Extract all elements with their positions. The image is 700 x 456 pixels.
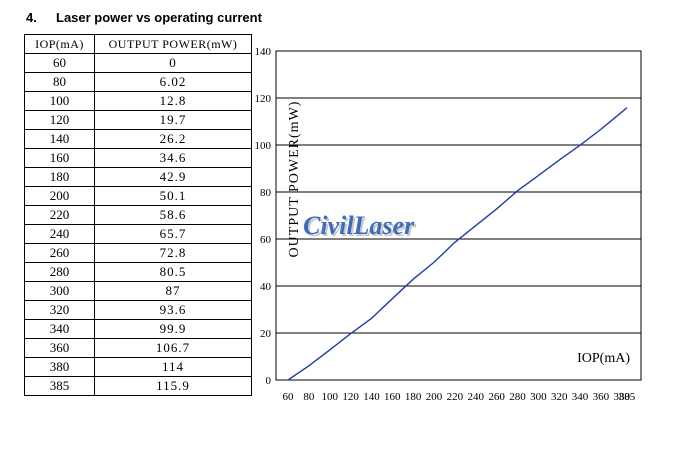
cell-iop: 385 bbox=[24, 376, 95, 396]
cell-iop: 160 bbox=[24, 148, 95, 168]
section-heading: 4. Laser power vs operating current bbox=[26, 10, 262, 25]
y-tick-label: 120 bbox=[255, 93, 272, 105]
x-tick-label: 320 bbox=[551, 391, 568, 403]
table-row: 340 99.9 bbox=[24, 319, 252, 339]
cell-iop: 260 bbox=[24, 243, 95, 263]
y-tick-label: 20 bbox=[260, 328, 272, 340]
x-tick-label: 360 bbox=[593, 391, 610, 403]
cell-output-power: 42.9 bbox=[94, 167, 252, 187]
column-header-output-power: OUTPUT POWER(mW) bbox=[94, 34, 252, 54]
table-row: 280 80.5 bbox=[24, 262, 252, 282]
x-tick-label: 220 bbox=[447, 391, 464, 403]
power-chart: 0 20 40 60 80 100 120 140 60 80 100 120 140 160 180 200… bbox=[243, 34, 655, 431]
cell-output-power: 87 bbox=[94, 281, 252, 301]
cell-output-power: 50.1 bbox=[94, 186, 252, 206]
table-row: 160 34.6 bbox=[24, 148, 252, 168]
series-line bbox=[287, 107, 628, 381]
table-row: 380 114 bbox=[24, 357, 252, 377]
cell-iop: 200 bbox=[24, 186, 95, 206]
y-tick-label: 0 bbox=[266, 375, 272, 387]
cell-iop: 240 bbox=[24, 224, 95, 244]
cell-iop: 340 bbox=[24, 319, 95, 339]
watermark-shadow: CivilLaser bbox=[305, 213, 417, 242]
x-tick-label: 120 bbox=[342, 391, 359, 403]
y-tick-label: 80 bbox=[260, 187, 272, 199]
x-tick-label: 385 bbox=[619, 391, 636, 403]
cell-output-power: 12.8 bbox=[94, 91, 252, 111]
table-row: 360 106.7 bbox=[24, 338, 252, 358]
cell-output-power: 93.6 bbox=[94, 300, 252, 320]
y-tick-label: 40 bbox=[260, 281, 272, 293]
cell-output-power: 99.9 bbox=[94, 319, 252, 339]
power-table: IOP(mA) OUTPUT POWER(mW) 60 0 80 6.02 100 12.… bbox=[24, 34, 252, 396]
y-axis-label: OUTPUT POWER(mW) bbox=[287, 101, 302, 258]
x-tick-label: 200 bbox=[426, 391, 443, 403]
cell-iop: 320 bbox=[24, 300, 95, 320]
cell-output-power: 34.6 bbox=[94, 148, 252, 168]
x-axis-label: IOP(mA) bbox=[577, 351, 630, 366]
cell-output-power: 114 bbox=[94, 357, 252, 377]
x-tick-label: 340 bbox=[572, 391, 589, 403]
cell-iop: 300 bbox=[24, 281, 95, 301]
table-row: 300 87 bbox=[24, 281, 252, 301]
x-tick-label: 280 bbox=[509, 391, 526, 403]
cell-output-power: 19.7 bbox=[94, 110, 252, 130]
cell-output-power: 6.02 bbox=[94, 72, 252, 92]
x-tick-label: 140 bbox=[363, 391, 380, 403]
table-row: 385 115.9 bbox=[24, 376, 252, 396]
cell-iop: 140 bbox=[24, 129, 95, 149]
x-tick-label: 160 bbox=[384, 391, 401, 403]
cell-output-power: 106.7 bbox=[94, 338, 252, 358]
cell-output-power: 58.6 bbox=[94, 205, 252, 225]
cell-output-power: 80.5 bbox=[94, 262, 252, 282]
table-row: 100 12.8 bbox=[24, 91, 252, 111]
x-tick-label: 80 bbox=[303, 391, 315, 403]
cell-iop: 280 bbox=[24, 262, 95, 282]
table-row: 320 93.6 bbox=[24, 300, 252, 320]
x-tick-label: 240 bbox=[468, 391, 485, 403]
cell-output-power: 65.7 bbox=[94, 224, 252, 244]
cell-iop: 380 bbox=[24, 357, 95, 377]
table-body: 60 0 80 6.02 100 12.8 120 19.7 140 26.2 160 34.6 180… bbox=[24, 53, 252, 396]
cell-output-power: 115.9 bbox=[94, 376, 252, 396]
table-row: 200 50.1 bbox=[24, 186, 252, 206]
watermark-logo: CivilLaser bbox=[303, 211, 415, 240]
table-row: 60 0 bbox=[24, 53, 252, 73]
plot-frame bbox=[275, 50, 642, 381]
table-header-row: IOP(mA) OUTPUT POWER(mW) bbox=[24, 34, 252, 54]
table-row: 260 72.8 bbox=[24, 243, 252, 263]
cell-output-power: 72.8 bbox=[94, 243, 252, 263]
x-tick-label: 100 bbox=[321, 391, 338, 403]
x-tick-label: 60 bbox=[283, 391, 295, 403]
table-row: 140 26.2 bbox=[24, 129, 252, 149]
table-row: 180 42.9 bbox=[24, 167, 252, 187]
section-title: Laser power vs operating current bbox=[56, 10, 262, 25]
cell-iop: 60 bbox=[24, 53, 95, 73]
cell-iop: 120 bbox=[24, 110, 95, 130]
chart-svg: 0 20 40 60 80 100 120 140 60 80 100 120 140 160 180 200… bbox=[255, 46, 642, 403]
table-row: 240 65.7 bbox=[24, 224, 252, 244]
section-number: 4. bbox=[26, 10, 37, 25]
y-tick-label: 60 bbox=[260, 234, 272, 246]
cell-iop: 80 bbox=[24, 72, 95, 92]
x-tick-label: 380 bbox=[614, 391, 631, 403]
column-header-iop: IOP(mA) bbox=[24, 34, 95, 54]
x-tick-label: 180 bbox=[405, 391, 422, 403]
cell-output-power: 26.2 bbox=[94, 129, 252, 149]
table-row: 120 19.7 bbox=[24, 110, 252, 130]
cell-iop: 180 bbox=[24, 167, 95, 187]
y-tick-label: 140 bbox=[255, 46, 272, 58]
cell-iop: 360 bbox=[24, 338, 95, 358]
y-tick-label: 100 bbox=[255, 140, 272, 152]
table-row: 80 6.02 bbox=[24, 72, 252, 92]
x-tick-label: 300 bbox=[530, 391, 547, 403]
x-tick-label: 260 bbox=[488, 391, 505, 403]
cell-iop: 220 bbox=[24, 205, 95, 225]
table-row: 220 58.6 bbox=[24, 205, 252, 225]
cell-iop: 100 bbox=[24, 91, 95, 111]
cell-output-power: 0 bbox=[94, 53, 252, 73]
